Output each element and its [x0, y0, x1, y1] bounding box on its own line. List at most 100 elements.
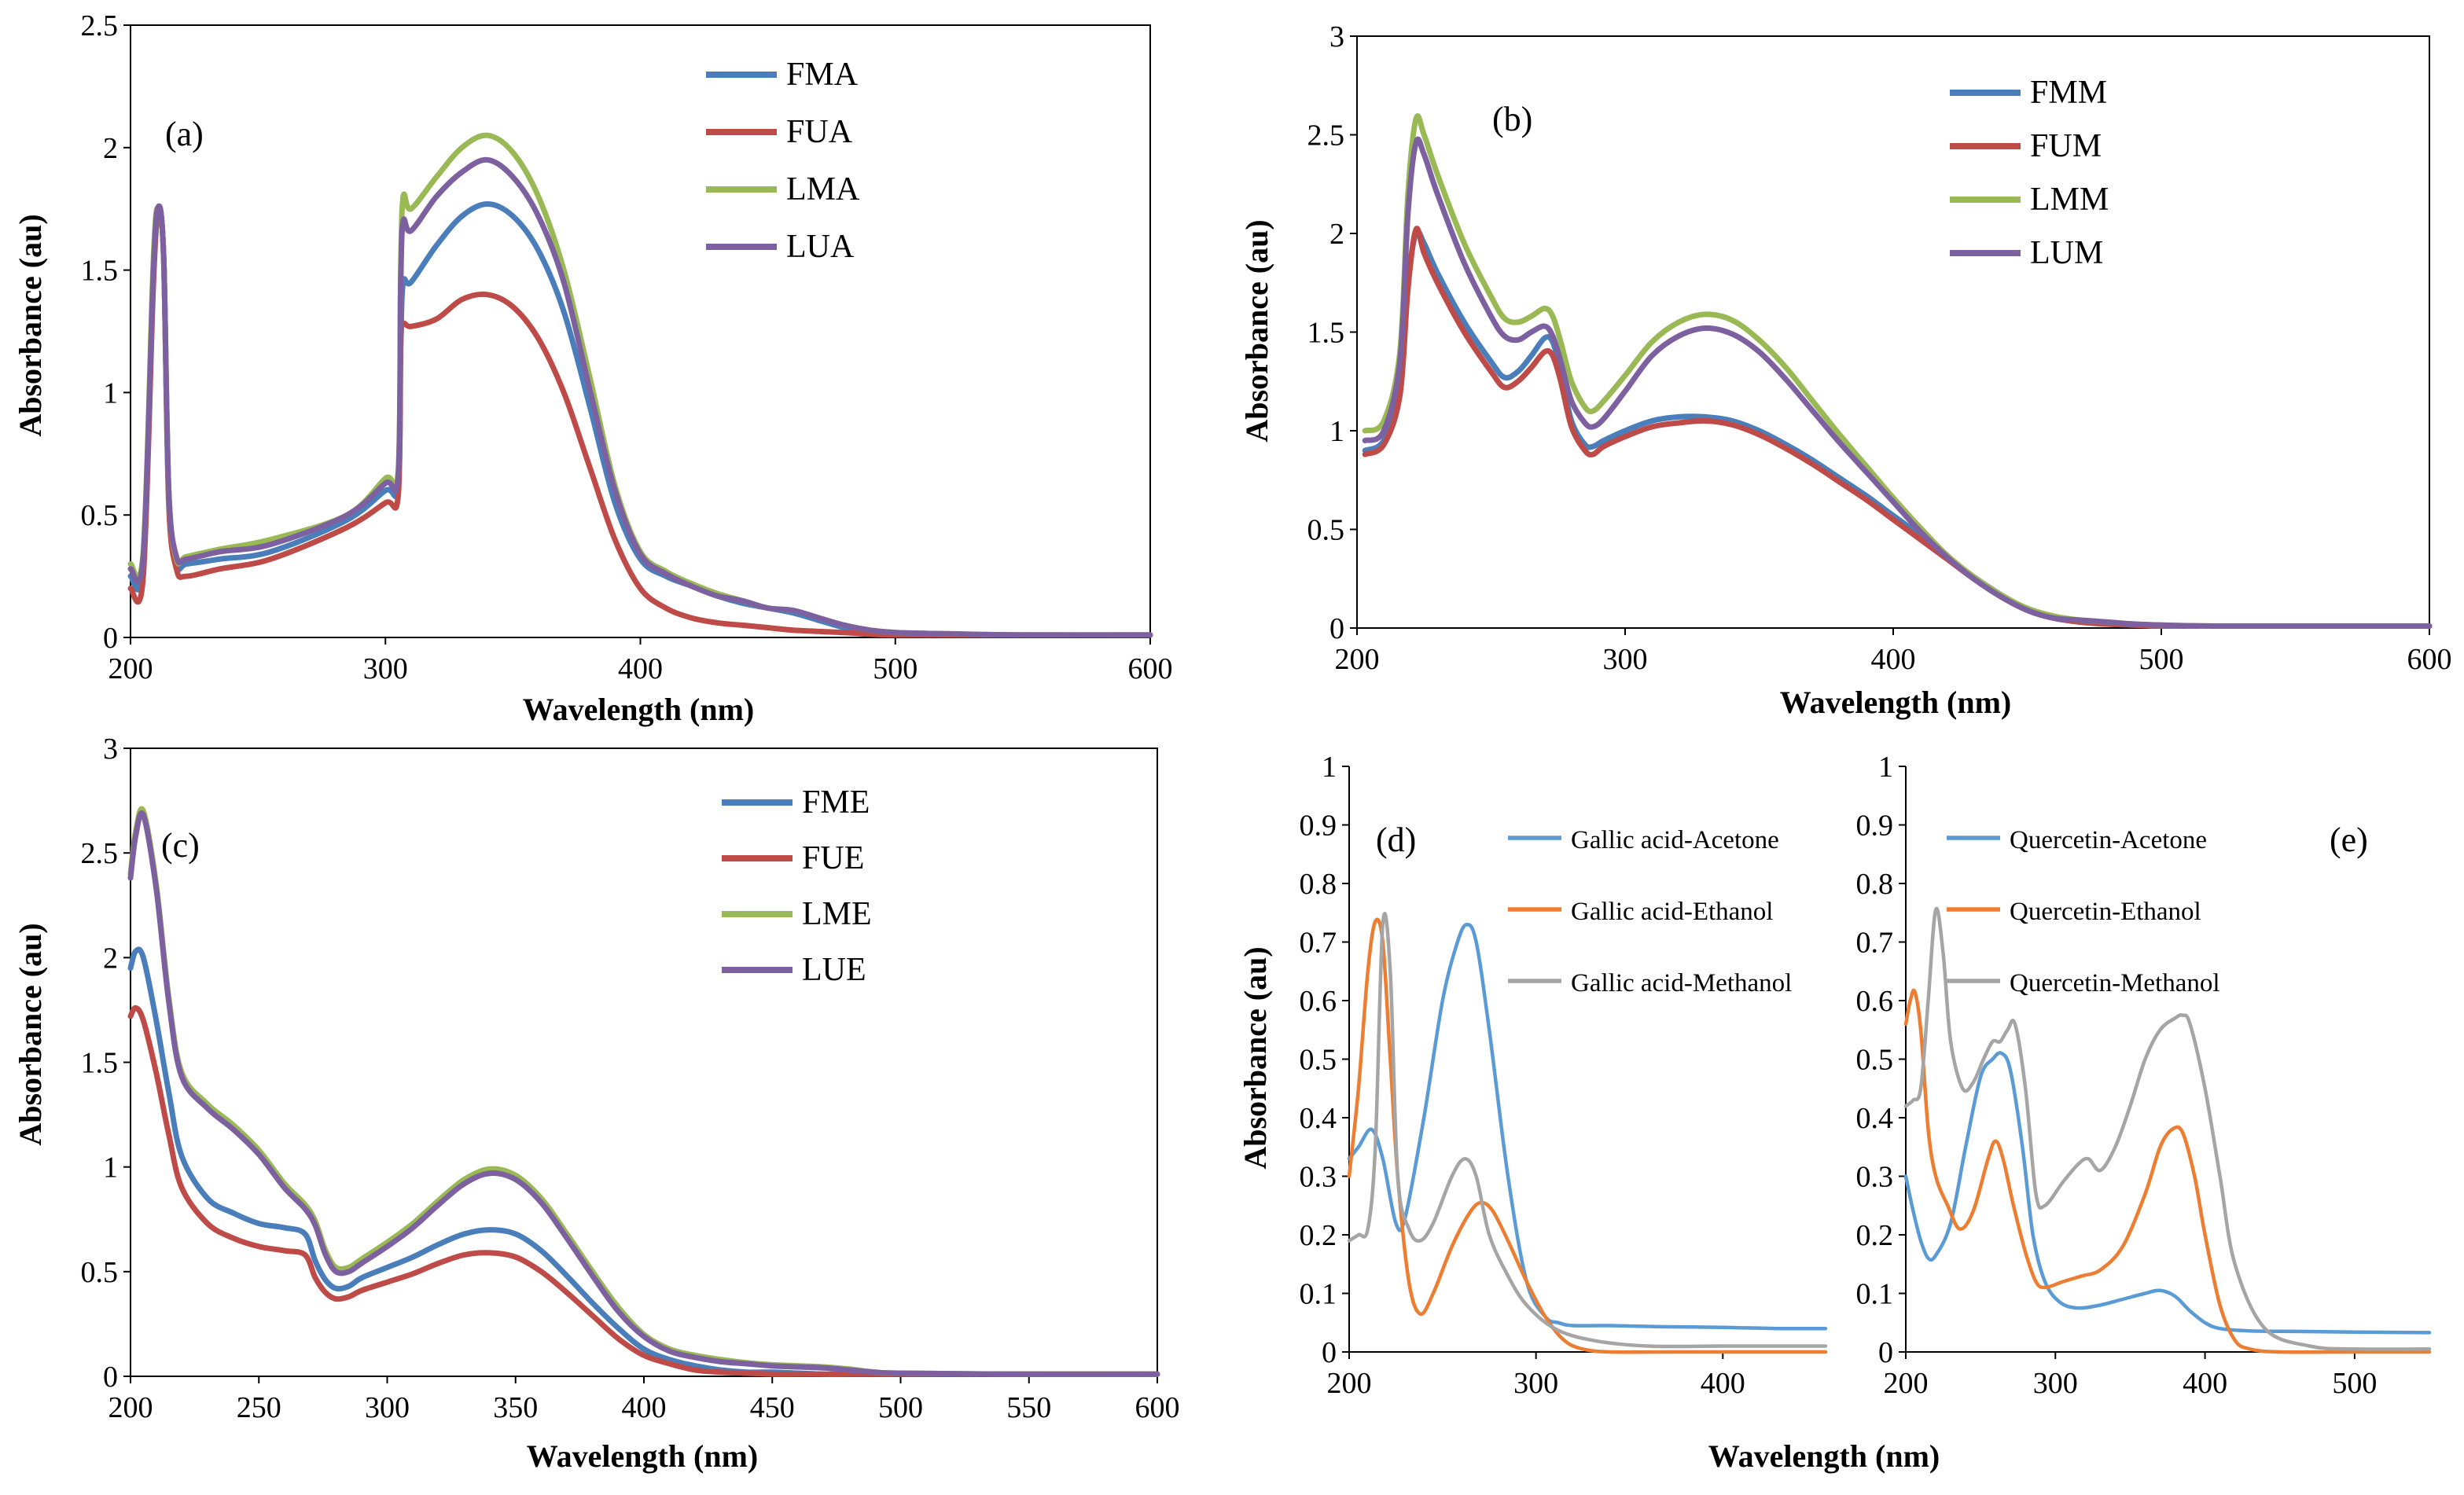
series-line-quercetin-acetone — [1903, 1051, 2432, 1335]
y-tick-label-a: 0.5 — [81, 499, 119, 532]
y-axis-title-d: Absorbance (au) — [1238, 946, 1273, 1169]
series-line-gallic-acid-acetone — [1347, 922, 1828, 1331]
x-tick-label-c: 450 — [750, 1391, 795, 1424]
panel-label-c: (c) — [161, 826, 200, 865]
y-tick-label-c: 0.5 — [81, 1256, 119, 1289]
legend-label-quercetin-acetone: Quercetin-Acetone — [2010, 826, 2207, 854]
series-line-lua — [127, 156, 1153, 638]
x-tick-label-d: 300 — [1513, 1367, 1558, 1400]
legend-label-fmm: FMM — [2030, 75, 2107, 111]
legend-label-fme: FME — [802, 784, 870, 821]
legend-label-fue: FUE — [802, 840, 864, 876]
y-axis-title-c: Absorbance (au) — [13, 923, 48, 1145]
y-tick-label-d: 1 — [1322, 751, 1337, 784]
y-tick-label-c: 1 — [103, 1152, 118, 1185]
y-tick-label-b: 3 — [1329, 20, 1344, 53]
y-tick-label-a: 1.5 — [81, 255, 119, 288]
x-axis-title-a: Wavelength (nm) — [523, 692, 754, 727]
legend-label-lum: LUM — [2030, 235, 2103, 271]
y-tick-label-a: 2.5 — [81, 9, 119, 42]
x-tick-label-b: 500 — [2139, 643, 2184, 676]
legend-label-quercetin-methanol: Quercetin-Methanol — [2010, 969, 2220, 997]
x-tick-label-a: 200 — [108, 652, 153, 685]
x-tick-label-a: 300 — [363, 652, 408, 685]
y-tick-label-b: 0.5 — [1307, 514, 1345, 547]
y-tick-label-c: 2 — [103, 942, 118, 975]
series-line-fum — [1362, 226, 2433, 630]
x-tick-label-e: 400 — [2183, 1367, 2227, 1400]
x-tick-label-b: 600 — [2407, 643, 2452, 676]
legend-label-fum: FUM — [2030, 128, 2102, 164]
y-tick-label-d: 0.6 — [1300, 985, 1337, 1018]
panel-label-a: (a) — [165, 115, 204, 153]
series-line-fue — [127, 1005, 1160, 1377]
x-tick-label-c: 200 — [108, 1391, 153, 1424]
y-tick-label-c: 0 — [103, 1361, 118, 1394]
y-tick-label-e: 0.8 — [1856, 868, 1894, 901]
legend-label-lme: LME — [802, 896, 872, 932]
panel-a: 0 0.5 1 1.5 2 2.5 200 300 400 500 600 FMA FUA LMA LUA… — [13, 9, 1173, 727]
legend-label-lmm: LMM — [2030, 182, 2109, 218]
y-tick-label-e: 0.1 — [1856, 1278, 1894, 1311]
x-tick-label-b: 300 — [1603, 643, 1648, 676]
y-tick-label-e: 0.6 — [1856, 985, 1894, 1018]
y-tick-label-e: 0.5 — [1856, 1044, 1894, 1077]
y-tick-label-b: 1 — [1329, 415, 1344, 448]
y-tick-label-a: 2 — [103, 132, 118, 165]
y-axis-title-b: Absorbance (au) — [1239, 219, 1274, 442]
panel-b: 0 0.5 1 1.5 2 2.5 3 200 300 400 500 600 FMM FUM LMM LU… — [1239, 20, 2452, 720]
y-tick-label-c: 3 — [103, 733, 118, 766]
series-line-fme — [127, 946, 1160, 1377]
series-line-lue — [127, 810, 1160, 1377]
legend-label-fua: FUA — [786, 114, 853, 150]
y-tick-label-d: 0.8 — [1300, 868, 1337, 901]
y-tick-label-d: 0.7 — [1300, 927, 1337, 960]
x-axis-title-c: Wavelength (nm) — [527, 1438, 758, 1474]
panel-label-d: (d) — [1376, 821, 1416, 859]
y-tick-label-d: 0.2 — [1300, 1219, 1337, 1252]
legend-label-gallic-acid-ethanol: Gallic acid-Ethanol — [1571, 898, 1773, 926]
y-tick-label-d: 0.3 — [1300, 1161, 1337, 1194]
x-tick-label-c: 600 — [1135, 1391, 1180, 1424]
panel-label-b: (b) — [1492, 100, 1532, 138]
x-tick-label-e: 300 — [2033, 1367, 2078, 1400]
y-tick-label-e: 0.9 — [1856, 810, 1894, 843]
x-tick-label-d: 200 — [1327, 1367, 1372, 1400]
panel-e: 0 0.1 0.2 0.3 0.4 0.5 0.6 0.7 0.8 0.9 1 200 300 400 50… — [1856, 751, 2432, 1400]
series-line-gallic-acid-methanol — [1347, 912, 1828, 1349]
y-tick-label-b: 0 — [1329, 612, 1344, 645]
series-line-fua — [127, 209, 1153, 638]
legend-label-gallic-acid-acetone: Gallic acid-Acetone — [1571, 826, 1779, 854]
series-line-lme — [127, 806, 1160, 1377]
y-tick-label-e: 1 — [1878, 751, 1893, 784]
y-tick-label-c: 2.5 — [81, 837, 119, 870]
x-tick-label-d: 400 — [1701, 1367, 1745, 1400]
x-tick-label-e: 500 — [2332, 1367, 2377, 1400]
legend-label-lma: LMA — [786, 171, 860, 208]
x-tick-label-c: 250 — [237, 1391, 281, 1424]
y-tick-label-d: 0.1 — [1300, 1278, 1337, 1311]
x-tick-label-c: 500 — [878, 1391, 923, 1424]
x-tick-label-c: 550 — [1006, 1391, 1051, 1424]
x-tick-label-c: 400 — [622, 1391, 667, 1424]
y-tick-label-e: 0.2 — [1856, 1219, 1894, 1252]
legend-label-lua: LUA — [786, 229, 855, 265]
series-line-gallic-acid-ethanol — [1347, 917, 1828, 1354]
legend-label-gallic-acid-methanol: Gallic acid-Methanol — [1571, 969, 1792, 997]
y-tick-label-a: 1 — [103, 377, 118, 410]
series-line-fmm — [1362, 228, 2433, 630]
legend-label-quercetin-ethanol: Quercetin-Ethanol — [2010, 898, 2201, 926]
x-tick-label-b: 200 — [1335, 643, 1380, 676]
series-line-quercetin-methanol — [1903, 906, 2432, 1351]
y-tick-label-b: 1.5 — [1307, 317, 1345, 350]
x-axis-title-de: Wavelength (nm) — [1708, 1438, 1940, 1474]
x-tick-label-c: 300 — [365, 1391, 410, 1424]
series-line-quercetin-ethanol — [1903, 988, 2432, 1354]
series-line-fma — [127, 201, 1153, 638]
y-tick-label-d: 0.9 — [1300, 810, 1337, 843]
x-tick-label-a: 500 — [873, 652, 918, 685]
y-tick-label-e: 0.4 — [1856, 1102, 1894, 1135]
y-tick-label-d: 0 — [1322, 1336, 1337, 1369]
x-axis-title-b: Wavelength (nm) — [1780, 685, 2011, 720]
